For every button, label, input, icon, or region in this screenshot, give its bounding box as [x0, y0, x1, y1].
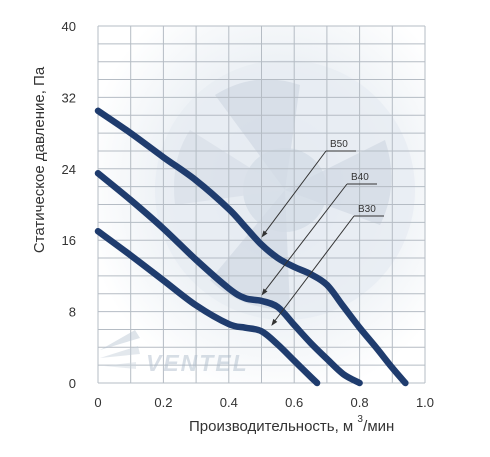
- annotation-arrowhead: [261, 230, 268, 238]
- series-line-b40: [94, 170, 363, 387]
- x-tick-label: 0.4: [220, 395, 238, 410]
- y-tick-label: 40: [62, 19, 76, 34]
- y-axis-label: Статическое давление, Па: [31, 66, 48, 253]
- annotation-arrowhead: [261, 288, 268, 296]
- annotation-leader: [263, 183, 348, 293]
- annotation-arrowhead: [271, 318, 278, 326]
- x-axis-label-tail: /мин: [363, 418, 394, 435]
- x-tick-label: 0.8: [351, 395, 369, 410]
- y-tick-label: 8: [69, 305, 76, 320]
- series-line-b30: [94, 228, 321, 387]
- annotation-label: B30: [358, 204, 376, 215]
- x-tick-label: 0.2: [154, 395, 172, 410]
- y-tick-label: 24: [62, 162, 76, 177]
- x-axis-label-sup: 3: [357, 414, 363, 425]
- series-annotations: B50 B40 B30: [261, 139, 384, 326]
- annotation-leader: [263, 150, 327, 235]
- y-tick-label: 16: [62, 233, 76, 248]
- x-tick-label: 0.6: [285, 395, 303, 410]
- annotation-label: B40: [351, 172, 369, 183]
- x-axis-ticks: 0 0.2 0.4 0.6 0.8 1.0: [94, 395, 434, 410]
- x-axis-label-main: Производительность, м: [189, 418, 353, 435]
- svg-text:VENTEL: VENTEL: [146, 350, 249, 376]
- x-tick-label: 1.0: [416, 395, 434, 410]
- x-axis-label: Производительность, м 3 /мин: [189, 409, 394, 435]
- y-tick-label: 32: [62, 90, 76, 105]
- annotation-label: B50: [330, 139, 348, 150]
- ventel-watermark: VENTEL: [100, 330, 249, 376]
- y-tick-label: 0: [69, 376, 76, 391]
- chart-grid: [97, 25, 426, 384]
- annotation-leader: [272, 215, 355, 324]
- y-axis-ticks: 0 8 16 24 32 40: [62, 19, 76, 391]
- x-tick-label: 0: [94, 395, 101, 410]
